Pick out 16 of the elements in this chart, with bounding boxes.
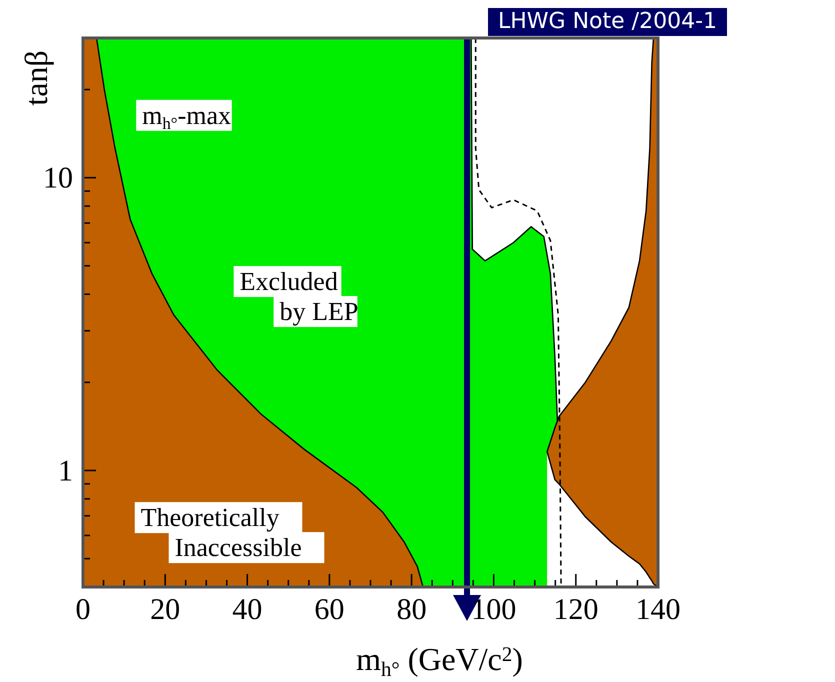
x-tick-label: 120	[553, 593, 598, 626]
annotation: m$_{h°}$-max	[142, 100, 231, 133]
y-tick-label: 10	[43, 162, 73, 195]
annotation: Excluded by LEP	[240, 267, 358, 326]
x-axis-title: m$_{h°}$ (GeV/c$^{2}$)	[356, 641, 523, 682]
x-tick-label: 40	[232, 593, 262, 626]
x-tick-label: 20	[150, 593, 180, 626]
annotation: Theoretically Inaccessible	[140, 503, 302, 562]
x-tick-label: 140	[636, 593, 680, 626]
y-tick-label: 1	[58, 454, 73, 488]
x-tick-label: 80	[396, 593, 427, 626]
x-tick-label: 60	[314, 593, 344, 626]
x-tick-label: 0	[76, 593, 90, 626]
y-axis-title: tanβ	[18, 50, 54, 106]
text: LHWG Note /2004-1	[488, 8, 728, 36]
x-tick-label: 100	[471, 593, 516, 626]
